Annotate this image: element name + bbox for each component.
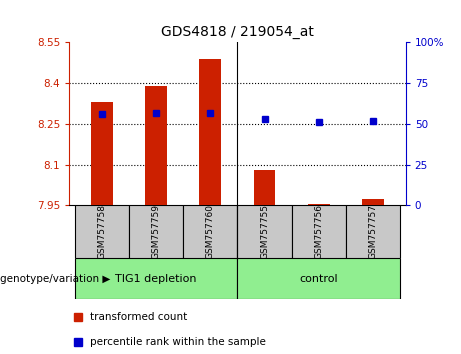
- Text: GSM757760: GSM757760: [206, 204, 215, 259]
- Bar: [200, 59, 221, 205]
- Text: GSM757755: GSM757755: [260, 204, 269, 259]
- Text: genotype/variation ▶: genotype/variation ▶: [0, 274, 110, 284]
- Bar: [183, 205, 237, 258]
- Bar: [254, 170, 275, 205]
- Text: GSM757759: GSM757759: [152, 204, 160, 259]
- Bar: [129, 205, 183, 258]
- Bar: [308, 204, 330, 205]
- Bar: [237, 205, 292, 258]
- Bar: [75, 205, 129, 258]
- Text: GSM757758: GSM757758: [97, 204, 106, 259]
- Bar: [237, 258, 400, 299]
- Text: percentile rank within the sample: percentile rank within the sample: [90, 337, 266, 347]
- Text: TIG1 depletion: TIG1 depletion: [115, 274, 197, 284]
- Bar: [145, 86, 167, 205]
- Title: GDS4818 / 219054_at: GDS4818 / 219054_at: [161, 25, 314, 39]
- Text: transformed count: transformed count: [90, 312, 187, 322]
- Text: GSM757757: GSM757757: [369, 204, 378, 259]
- Text: control: control: [300, 274, 338, 284]
- Text: GSM757756: GSM757756: [314, 204, 323, 259]
- Bar: [346, 205, 400, 258]
- Bar: [292, 205, 346, 258]
- Bar: [75, 258, 237, 299]
- Bar: [362, 199, 384, 205]
- Bar: [91, 102, 112, 205]
